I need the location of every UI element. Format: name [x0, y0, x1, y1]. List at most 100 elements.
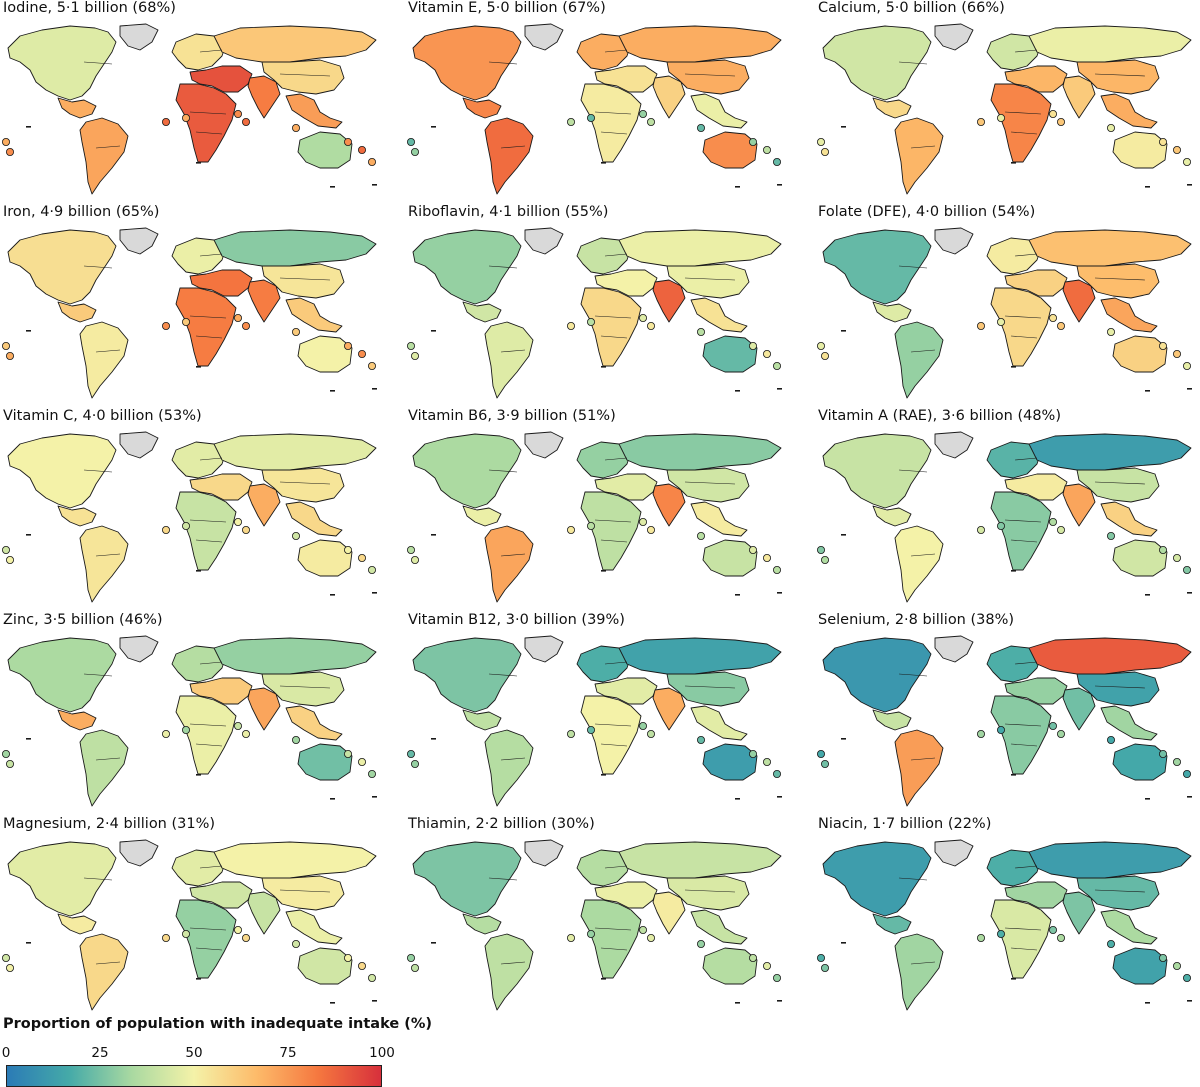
island-marker [821, 964, 829, 973]
small-territory-mark [1145, 390, 1150, 392]
small-territory-mark [26, 942, 31, 944]
country-border [95, 145, 121, 149]
country-border [195, 335, 223, 339]
region-ca [57, 505, 97, 527]
world-map [2, 431, 377, 603]
region-na [822, 25, 932, 101]
region-ma [189, 473, 253, 501]
region-russia [213, 25, 377, 63]
country-border [488, 469, 518, 473]
region-sa [894, 525, 944, 603]
map-panel: Thiamin, 2·2 billion (30%) [405, 816, 800, 1019]
country-border [195, 743, 223, 747]
island-marker [976, 934, 985, 943]
region-ca [57, 97, 97, 119]
island-marker [411, 352, 419, 361]
island-marker [1182, 769, 1191, 778]
country-border [500, 553, 526, 557]
island-marker [821, 760, 829, 769]
country-border [600, 335, 628, 339]
island-marker [357, 350, 366, 359]
map-title: Zinc, 3·5 billion (46%) [3, 612, 163, 628]
island-marker [1048, 110, 1057, 119]
region-sea [285, 501, 343, 537]
small-territory-mark [1145, 594, 1150, 596]
island-marker [1106, 124, 1115, 133]
region-sas [247, 891, 281, 935]
island-marker [367, 565, 376, 574]
island-marker [181, 726, 190, 735]
world-map [407, 23, 782, 195]
country-border [199, 865, 223, 869]
country-border [910, 349, 936, 353]
island-marker [1106, 736, 1115, 745]
region-sas [1062, 687, 1096, 731]
country-border [594, 927, 632, 931]
country-border [500, 757, 526, 761]
island-marker [646, 730, 655, 739]
small-territory-mark [1011, 162, 1016, 164]
island-marker [566, 934, 575, 943]
island-marker [411, 964, 419, 973]
country-border [189, 723, 227, 727]
country-border [195, 947, 223, 951]
map-panel: Vitamin B12, 3·0 billion (39%) [405, 612, 800, 815]
region-af [175, 491, 237, 571]
region-sea [1100, 705, 1158, 741]
island-marker [1182, 361, 1191, 370]
island-marker [566, 118, 575, 127]
country-border [95, 961, 121, 965]
region-sea [285, 909, 343, 945]
region-na [822, 637, 932, 713]
small-territory-mark [735, 186, 740, 188]
region-af [175, 287, 237, 367]
region-eas [1076, 263, 1160, 299]
small-territory-mark [1145, 186, 1150, 188]
small-territory-mark [330, 1002, 335, 1004]
map-title: Vitamin B6, 3·9 billion (51%) [408, 408, 616, 424]
island-marker [233, 926, 242, 935]
island-marker [646, 118, 655, 127]
island-marker [357, 758, 366, 767]
region-sa [484, 117, 534, 195]
small-territory-mark [26, 534, 31, 536]
island-marker [748, 750, 757, 759]
map-title: Iron, 4·9 billion (65%) [3, 204, 160, 220]
region-sa [79, 525, 129, 603]
country-border [279, 277, 331, 281]
country-border [898, 673, 928, 677]
country-border [83, 469, 113, 473]
country-border [600, 131, 628, 135]
small-territory-mark [1011, 774, 1016, 776]
small-territory-mark [777, 796, 782, 798]
island-marker [407, 546, 415, 555]
region-ma [189, 881, 253, 909]
country-border [1094, 277, 1146, 281]
region-greenland [524, 635, 564, 663]
country-border [1094, 889, 1146, 893]
island-marker [291, 736, 300, 745]
island-marker [291, 532, 300, 541]
island-marker [638, 926, 647, 935]
map-panel: Iodine, 5·1 billion (68%) [0, 0, 395, 203]
island-marker [161, 322, 170, 331]
region-ca [872, 505, 912, 527]
island-marker [357, 962, 366, 971]
map-title: Vitamin B12, 3·0 billion (39%) [408, 612, 625, 628]
region-russia [618, 433, 782, 471]
world-map [817, 839, 1192, 1011]
world-map [2, 23, 377, 195]
map-panel: Vitamin C, 4·0 billion (53%) [0, 408, 395, 611]
region-eas [1076, 875, 1160, 911]
region-oc [702, 335, 758, 373]
region-eu [576, 33, 632, 71]
region-russia [618, 25, 782, 63]
island-marker [817, 546, 825, 555]
region-sa [79, 117, 129, 195]
country-border [279, 685, 331, 689]
country-border [1004, 927, 1042, 931]
island-marker [181, 318, 190, 327]
small-territory-mark [330, 798, 335, 800]
region-sa [484, 729, 534, 807]
region-af [580, 491, 642, 571]
